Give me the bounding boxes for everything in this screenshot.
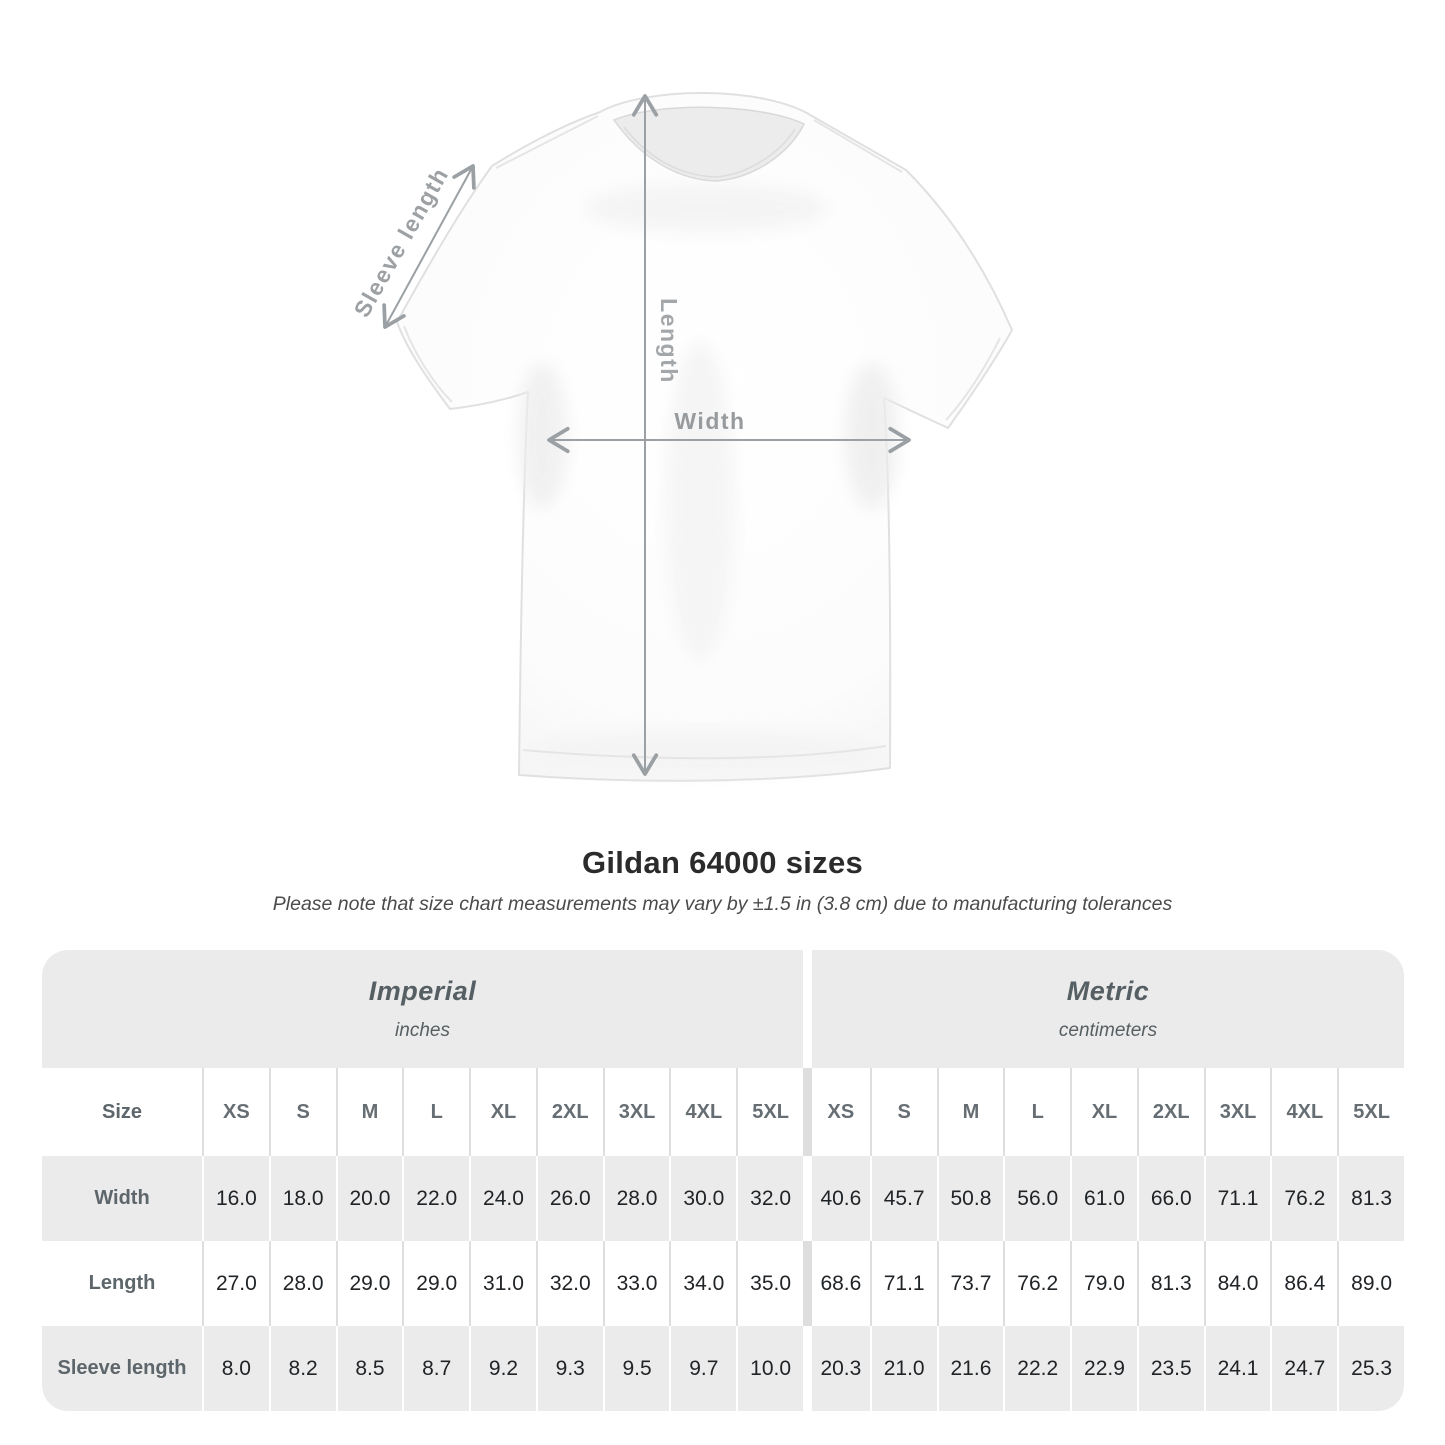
group-header-metric: Metric centimeters — [803, 950, 1404, 1068]
page-title: Gildan 64000 sizes — [581, 845, 864, 880]
row-label-sleeve-length: Sleeve length — [42, 1326, 202, 1411]
value-cell: 22.2 — [1003, 1326, 1071, 1411]
value-cell: 81.3 — [1136, 1241, 1204, 1326]
size-header-label: Size — [42, 1068, 202, 1156]
value-cell: 8.5 — [335, 1326, 403, 1411]
value-cell: 76.2 — [1270, 1156, 1338, 1241]
size-col-header: 3XL — [1203, 1068, 1271, 1156]
size-col-header: 4XL — [669, 1068, 737, 1156]
size-col-header: XL — [469, 1068, 536, 1156]
size-col-header: M — [936, 1068, 1004, 1156]
value-cell: 8.7 — [402, 1326, 470, 1411]
value-cell: 50.8 — [936, 1156, 1004, 1241]
value-cell: 31.0 — [469, 1241, 536, 1326]
value-cell: 30.0 — [669, 1156, 737, 1241]
size-col-header: L — [1003, 1068, 1071, 1156]
tshirt-diagram: Sleeve length Length Width — [348, 92, 1013, 782]
value-cell: 68.6 — [803, 1241, 870, 1326]
sleeve-length-arrow — [382, 164, 476, 329]
value-cell: 23.5 — [1136, 1326, 1204, 1411]
size-col-header: 2XL — [535, 1068, 603, 1156]
length-label: Length — [656, 298, 682, 384]
value-cell: 29.0 — [402, 1241, 470, 1326]
value-cell: 28.0 — [268, 1241, 336, 1326]
value-cell: 89.0 — [1337, 1241, 1404, 1326]
value-cell: 32.0 — [736, 1156, 803, 1241]
value-cell: 79.0 — [1070, 1241, 1137, 1326]
value-cell: 32.0 — [535, 1241, 603, 1326]
value-cell: 33.0 — [602, 1241, 670, 1326]
value-cell: 73.7 — [936, 1241, 1004, 1326]
value-cell: 9.2 — [469, 1326, 536, 1411]
value-cell: 22.9 — [1070, 1326, 1137, 1411]
value-cell: 40.6 — [803, 1156, 870, 1241]
value-cell: 16.0 — [202, 1156, 269, 1241]
value-cell: 34.0 — [669, 1241, 737, 1326]
value-cell: 8.2 — [268, 1326, 336, 1411]
value-cell: 20.3 — [803, 1326, 870, 1411]
row-label-width: Width — [42, 1156, 202, 1241]
row-label-length: Length — [42, 1241, 202, 1326]
size-col-header: M — [335, 1068, 403, 1156]
value-cell: 9.3 — [535, 1326, 603, 1411]
value-cell: 81.3 — [1337, 1156, 1404, 1241]
page-subtitle: Please note that size chart measurements… — [272, 893, 1173, 915]
group-label-metric: Metric — [1066, 976, 1150, 1006]
group-units-imperial: inches — [395, 1020, 450, 1041]
measurement-arrows — [382, 94, 911, 776]
size-col-header: 5XL — [1337, 1068, 1404, 1156]
value-cell: 24.7 — [1270, 1326, 1338, 1411]
value-cell: 28.0 — [602, 1156, 670, 1241]
value-cell: 76.2 — [1003, 1241, 1071, 1326]
value-cell: 9.5 — [602, 1326, 670, 1411]
size-col-header: 4XL — [1270, 1068, 1338, 1156]
value-cell: 29.0 — [335, 1241, 403, 1326]
group-header-imperial: Imperial inches — [42, 950, 803, 1068]
size-col-header: 3XL — [602, 1068, 670, 1156]
value-cell: 22.0 — [402, 1156, 470, 1241]
value-cell: 84.0 — [1203, 1241, 1271, 1326]
value-cell: 25.3 — [1337, 1326, 1404, 1411]
group-units-metric: centimeters — [1058, 1020, 1158, 1041]
value-cell: 21.6 — [936, 1326, 1004, 1411]
width-label: Width — [674, 408, 745, 434]
value-cell: 24.1 — [1203, 1326, 1271, 1411]
size-col-header: XS — [803, 1068, 870, 1156]
value-cell: 18.0 — [268, 1156, 336, 1241]
value-cell: 35.0 — [736, 1241, 803, 1326]
value-cell: 24.0 — [469, 1156, 536, 1241]
value-cell: 27.0 — [202, 1241, 269, 1326]
size-table: Imperial inches Metric centimeters Size … — [42, 950, 1404, 1411]
size-col-header: S — [869, 1068, 937, 1156]
value-cell: 26.0 — [535, 1156, 603, 1241]
size-col-header: XL — [1070, 1068, 1137, 1156]
size-col-header: 2XL — [1136, 1068, 1204, 1156]
value-cell: 56.0 — [1003, 1156, 1071, 1241]
value-cell: 9.7 — [669, 1326, 737, 1411]
size-col-header: XS — [202, 1068, 269, 1156]
value-cell: 8.0 — [202, 1326, 269, 1411]
value-cell: 86.4 — [1270, 1241, 1338, 1326]
value-cell: 66.0 — [1136, 1156, 1204, 1241]
value-cell: 10.0 — [736, 1326, 803, 1411]
value-cell: 71.1 — [869, 1241, 937, 1326]
size-col-header: 5XL — [736, 1068, 803, 1156]
size-col-header: S — [268, 1068, 336, 1156]
value-cell: 71.1 — [1203, 1156, 1271, 1241]
value-cell: 45.7 — [869, 1156, 937, 1241]
value-cell: 61.0 — [1070, 1156, 1137, 1241]
group-label-imperial: Imperial — [368, 976, 477, 1006]
value-cell: 21.0 — [869, 1326, 937, 1411]
collar — [612, 106, 806, 182]
size-col-header: L — [402, 1068, 470, 1156]
value-cell: 20.0 — [335, 1156, 403, 1241]
seam-lines — [403, 115, 1001, 760]
